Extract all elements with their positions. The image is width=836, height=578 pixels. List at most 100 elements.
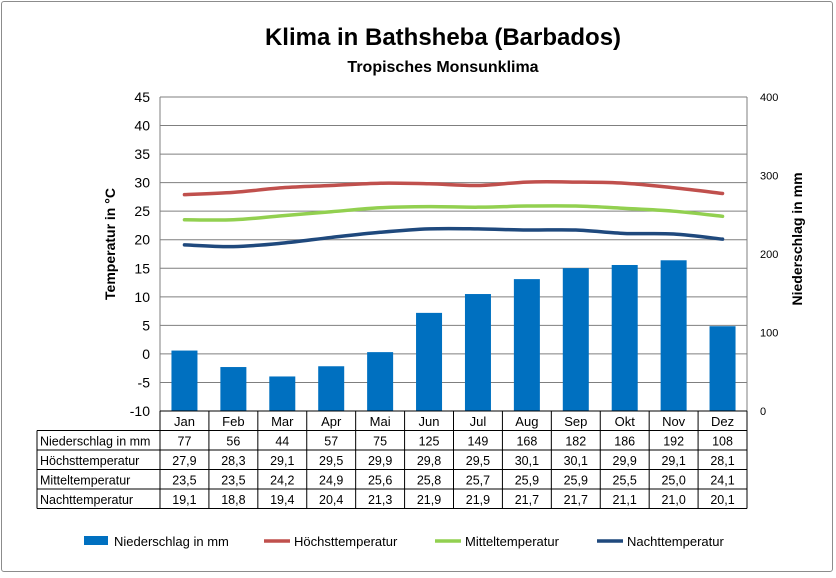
data-label: 168: [516, 435, 537, 449]
legend: Niederschlag in mm Höchsttemperatur Mittel…: [84, 534, 724, 549]
data-label: 28,1: [710, 454, 734, 468]
data-label: 56: [226, 435, 240, 449]
data-label: 19,4: [270, 493, 294, 507]
gridlines: [160, 96, 747, 383]
y2-tick-label: 300: [760, 171, 778, 183]
y-tick-label: 5: [142, 317, 150, 333]
precipitation-bar: [367, 352, 394, 411]
data-label: 29,1: [270, 454, 294, 468]
data-label: 25,9: [564, 474, 588, 488]
x-tick-label: Jan: [174, 414, 195, 429]
precipitation-bar: [318, 366, 345, 411]
data-label: 192: [663, 435, 684, 449]
x-tick-label: Aug: [515, 414, 538, 429]
data-label: 21,0: [661, 493, 685, 507]
chart-title: Klima in Bathsheba (Barbados): [265, 24, 621, 51]
data-label: 23,5: [172, 474, 196, 488]
precipitation-bar: [660, 260, 687, 411]
legend-entry: Höchsttemperatur: [294, 534, 398, 549]
data-label: 24,1: [710, 474, 734, 488]
data-label: 18,8: [221, 493, 245, 507]
y-tick-label: 15: [134, 260, 150, 276]
precipitation-bars: [171, 260, 736, 411]
x-tick-label: Feb: [222, 414, 244, 429]
legend-swatch: [84, 536, 108, 545]
data-label: 19,1: [172, 493, 196, 507]
data-label: 29,9: [368, 454, 392, 468]
data-label: 21,1: [613, 493, 637, 507]
x-tick-label: Mai: [370, 414, 391, 429]
precipitation-bar: [464, 294, 491, 411]
legend-entry: Mitteltemperatur: [465, 534, 560, 549]
data-label: 21,7: [564, 493, 588, 507]
x-tick-label: Mar: [271, 414, 294, 429]
data-label: 25,5: [613, 474, 637, 488]
data-label: 149: [468, 435, 489, 449]
y-tick-label: 10: [134, 289, 150, 305]
data-label: 75: [373, 435, 387, 449]
precipitation-bar: [269, 376, 296, 411]
table-row-label: Mitteltemperatur: [40, 474, 130, 488]
data-label: 30,1: [564, 454, 588, 468]
table-row-label: Nachttemperatur: [40, 493, 133, 507]
data-label: 25,0: [661, 474, 685, 488]
data-label: 25,9: [515, 474, 539, 488]
series-line: [182, 204, 725, 222]
chart-subtitle: Tropisches Monsunklima: [347, 59, 538, 76]
x-tick-label: Nov: [662, 414, 686, 429]
data-label: 20,4: [319, 493, 343, 507]
y-tick-label: 40: [134, 118, 150, 134]
data-label: 29,1: [661, 454, 685, 468]
y-tick-label: 20: [134, 232, 150, 248]
precipitation-bar: [171, 350, 198, 411]
data-table: Jan Feb Mar Apr Mai Jun Jul Aug Sep Okt Nov Dez Nied…: [36, 410, 748, 509]
data-label: 25,6: [368, 474, 392, 488]
data-label: 125: [419, 435, 440, 449]
y-tick-label: 30: [134, 175, 150, 191]
data-label: 29,9: [613, 454, 637, 468]
data-label: 25,7: [466, 474, 490, 488]
data-label: 182: [565, 435, 586, 449]
data-label: 57: [324, 435, 338, 449]
series-line: [182, 226, 725, 249]
precipitation-bar: [416, 312, 443, 411]
y-tick-label: 45: [134, 89, 150, 105]
x-tick-label: Jul: [470, 414, 487, 429]
y-axis-label: Temperatur in °C: [102, 188, 118, 300]
data-label: 77: [178, 435, 192, 449]
table-row-label: Höchsttemperatur: [40, 454, 139, 468]
y-tick-label: 35: [134, 146, 150, 162]
y2-tick-label: 400: [760, 92, 778, 104]
y2-tick-label: 100: [760, 328, 778, 340]
y-tick-label: -10: [130, 403, 150, 419]
precipitation-bar: [611, 264, 638, 411]
series-line: [182, 180, 725, 197]
data-label: 20,1: [710, 493, 734, 507]
data-label: 30,1: [515, 454, 539, 468]
x-tick-label: Sep: [564, 414, 587, 429]
data-label: 29,5: [319, 454, 343, 468]
data-label: 21,9: [466, 493, 490, 507]
precipitation-bar: [709, 326, 736, 411]
data-label: 186: [614, 435, 635, 449]
y-tick-label: 0: [142, 346, 150, 362]
data-label: 108: [712, 435, 733, 449]
table-row-label: Niederschlag in mm: [40, 435, 150, 449]
x-tick-label: Apr: [321, 414, 342, 429]
legend-entry: Nachttemperatur: [627, 534, 724, 549]
temperature-lines: [182, 180, 725, 249]
precipitation-bar: [220, 367, 247, 411]
y2-tick-label: 200: [760, 249, 778, 261]
data-label: 27,9: [172, 454, 196, 468]
data-label: 44: [275, 435, 289, 449]
precipitation-bar: [562, 268, 589, 411]
data-label: 21,3: [368, 493, 392, 507]
x-tick-label: Dez: [711, 414, 734, 429]
axes: -10 -5 0 5 10 15 20 25 30 35 40 45 0 100 200 300 400: [130, 89, 779, 419]
x-tick-label: Okt: [615, 414, 636, 429]
y2-tick-label: 0: [760, 406, 766, 418]
data-label: 21,9: [417, 493, 441, 507]
data-label: 24,2: [270, 474, 294, 488]
